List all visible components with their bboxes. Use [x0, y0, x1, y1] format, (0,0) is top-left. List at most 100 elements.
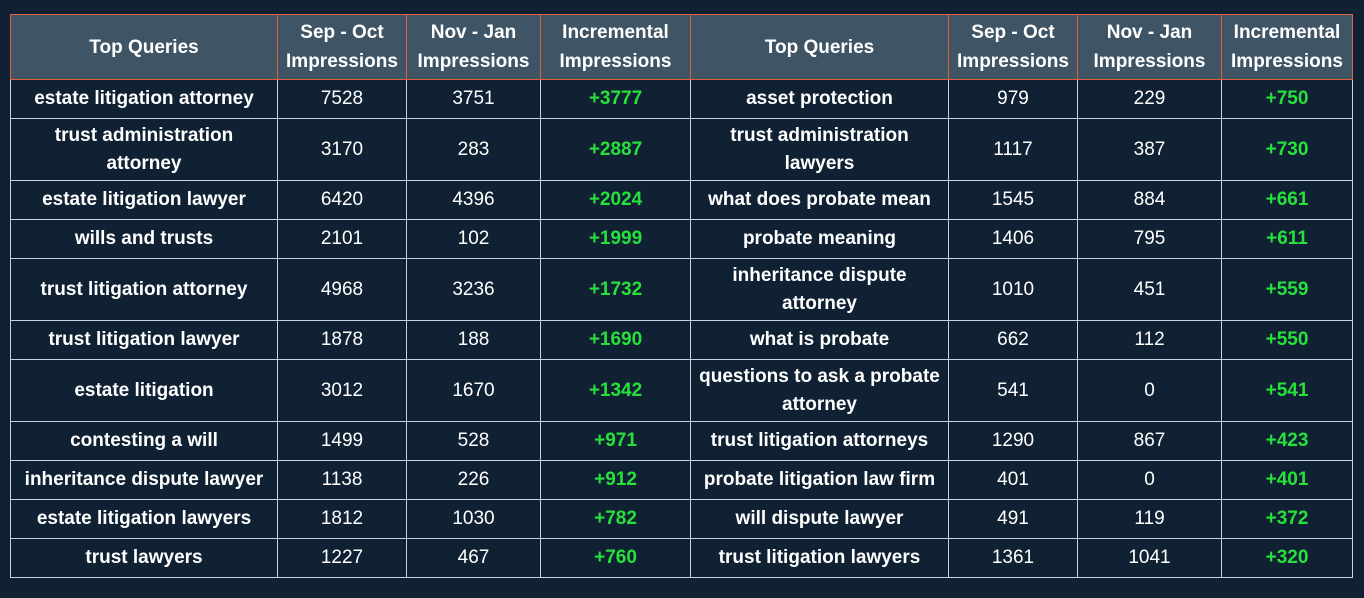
nov-jan-cell: 528 — [406, 421, 541, 461]
sep-oct-cell: 1290 — [948, 421, 1078, 461]
header-nov-jan-left: Nov - Jan Impressions — [406, 14, 541, 80]
query-impressions-table-wrapper: Top Queries Sep - Oct Impressions Nov - … — [10, 14, 1353, 578]
nov-jan-cell: 3236 — [406, 258, 541, 321]
query-cell: trust administration lawyers — [690, 118, 949, 181]
query-impressions-table: Top Queries Sep - Oct Impressions Nov - … — [10, 14, 1353, 578]
incremental-cell: +782 — [540, 499, 691, 539]
header-top-queries-left: Top Queries — [10, 14, 278, 80]
table-row: wills and trusts 2101 102 +1999 probate mean… — [10, 219, 1353, 259]
sep-oct-cell: 6420 — [277, 180, 407, 220]
header-sep-oct-right: Sep - Oct Impressions — [948, 14, 1078, 80]
table-row: estate litigation lawyer 6420 4396 +2024 wha… — [10, 180, 1353, 220]
query-cell: what does probate mean — [690, 180, 949, 220]
incremental-cell: +401 — [1221, 460, 1353, 500]
nov-jan-cell: 4396 — [406, 180, 541, 220]
nov-jan-cell: 229 — [1077, 79, 1222, 119]
sep-oct-cell: 4968 — [277, 258, 407, 321]
header-top-queries-right: Top Queries — [690, 14, 949, 80]
header-sep-oct-left: Sep - Oct Impressions — [277, 14, 407, 80]
sep-oct-cell: 2101 — [277, 219, 407, 259]
query-cell: trust litigation lawyers — [690, 538, 949, 578]
sep-oct-cell: 1812 — [277, 499, 407, 539]
query-cell: trust litigation attorneys — [690, 421, 949, 461]
header-incremental-right: Incremental Impressions — [1221, 14, 1353, 80]
nov-jan-cell: 1030 — [406, 499, 541, 539]
nov-jan-cell: 226 — [406, 460, 541, 500]
sep-oct-cell: 3012 — [277, 359, 407, 422]
sep-oct-cell: 3170 — [277, 118, 407, 181]
table-row: trust litigation lawyer 1878 188 +1690 what … — [10, 320, 1353, 360]
nov-jan-cell: 188 — [406, 320, 541, 360]
header-incremental-left: Incremental Impressions — [540, 14, 691, 80]
nov-jan-cell: 884 — [1077, 180, 1222, 220]
query-cell: contesting a will — [10, 421, 278, 461]
sep-oct-cell: 1406 — [948, 219, 1078, 259]
query-cell: probate meaning — [690, 219, 949, 259]
query-cell: estate litigation attorney — [10, 79, 278, 119]
sep-oct-cell: 1499 — [277, 421, 407, 461]
sep-oct-cell: 1117 — [948, 118, 1078, 181]
nov-jan-cell: 102 — [406, 219, 541, 259]
nov-jan-cell: 283 — [406, 118, 541, 181]
query-cell: estate litigation — [10, 359, 278, 422]
sep-oct-cell: 1010 — [948, 258, 1078, 321]
query-cell: what is probate — [690, 320, 949, 360]
nov-jan-cell: 795 — [1077, 219, 1222, 259]
incremental-cell: +372 — [1221, 499, 1353, 539]
sep-oct-cell: 7528 — [277, 79, 407, 119]
nov-jan-cell: 119 — [1077, 499, 1222, 539]
incremental-cell: +971 — [540, 421, 691, 461]
incremental-cell: +912 — [540, 460, 691, 500]
incremental-cell: +750 — [1221, 79, 1353, 119]
header-row: Top Queries Sep - Oct Impressions Nov - … — [10, 14, 1353, 80]
incremental-cell: +2024 — [540, 180, 691, 220]
table-body: estate litigation attorney 7528 3751 +3777 a… — [10, 79, 1353, 578]
sep-oct-cell: 1138 — [277, 460, 407, 500]
table-row: contesting a will 1499 528 +971 trust litiga… — [10, 421, 1353, 461]
query-cell: probate litigation law firm — [690, 460, 949, 500]
incremental-cell: +730 — [1221, 118, 1353, 181]
incremental-cell: +320 — [1221, 538, 1353, 578]
sep-oct-cell: 491 — [948, 499, 1078, 539]
table-row: trust litigation attorney 4968 3236 +1732 in… — [10, 258, 1353, 321]
nov-jan-cell: 0 — [1077, 359, 1222, 422]
incremental-cell: +541 — [1221, 359, 1353, 422]
sep-oct-cell: 1878 — [277, 320, 407, 360]
nov-jan-cell: 0 — [1077, 460, 1222, 500]
table-row: estate litigation attorney 7528 3751 +3777 a… — [10, 79, 1353, 119]
table-row: trust lawyers 1227 467 +760 trust litigation… — [10, 538, 1353, 578]
incremental-cell: +1690 — [540, 320, 691, 360]
incremental-cell: +3777 — [540, 79, 691, 119]
sep-oct-cell: 1545 — [948, 180, 1078, 220]
header-nov-jan-right: Nov - Jan Impressions — [1077, 14, 1222, 80]
nov-jan-cell: 467 — [406, 538, 541, 578]
query-cell: estate litigation lawyers — [10, 499, 278, 539]
sep-oct-cell: 401 — [948, 460, 1078, 500]
query-cell: asset protection — [690, 79, 949, 119]
sep-oct-cell: 662 — [948, 320, 1078, 360]
nov-jan-cell: 451 — [1077, 258, 1222, 321]
incremental-cell: +2887 — [540, 118, 691, 181]
sep-oct-cell: 541 — [948, 359, 1078, 422]
table-row: estate litigation lawyers 1812 1030 +782 wil… — [10, 499, 1353, 539]
query-cell: trust lawyers — [10, 538, 278, 578]
query-cell: questions to ask a probate attorney — [690, 359, 949, 422]
nov-jan-cell: 1041 — [1077, 538, 1222, 578]
incremental-cell: +760 — [540, 538, 691, 578]
nov-jan-cell: 867 — [1077, 421, 1222, 461]
incremental-cell: +1999 — [540, 219, 691, 259]
query-cell: estate litigation lawyer — [10, 180, 278, 220]
nov-jan-cell: 112 — [1077, 320, 1222, 360]
nov-jan-cell: 3751 — [406, 79, 541, 119]
query-cell: wills and trusts — [10, 219, 278, 259]
query-cell: trust administration attorney — [10, 118, 278, 181]
table-row: estate litigation 3012 1670 +1342 questions … — [10, 359, 1353, 422]
incremental-cell: +1732 — [540, 258, 691, 321]
incremental-cell: +423 — [1221, 421, 1353, 461]
incremental-cell: +611 — [1221, 219, 1353, 259]
nov-jan-cell: 1670 — [406, 359, 541, 422]
table-row: inheritance dispute lawyer 1138 226 +912 pro… — [10, 460, 1353, 500]
query-cell: trust litigation lawyer — [10, 320, 278, 360]
incremental-cell: +1342 — [540, 359, 691, 422]
table-row: trust administration attorney 3170 283 +288… — [10, 118, 1353, 181]
